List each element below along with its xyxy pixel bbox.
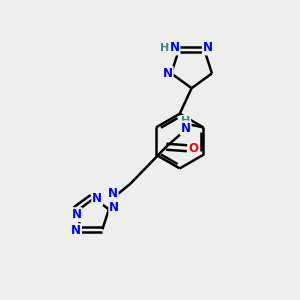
Text: N: N: [92, 192, 102, 205]
Text: N: N: [108, 187, 118, 200]
Text: N: N: [109, 201, 119, 214]
Text: H: H: [181, 116, 190, 126]
Text: N: N: [181, 122, 190, 134]
Text: N: N: [169, 41, 180, 55]
Text: N: N: [71, 224, 81, 237]
Text: O: O: [189, 142, 199, 155]
Text: N: N: [203, 41, 213, 55]
Text: N: N: [71, 208, 82, 221]
Text: H: H: [160, 43, 169, 53]
Text: N: N: [163, 67, 173, 80]
